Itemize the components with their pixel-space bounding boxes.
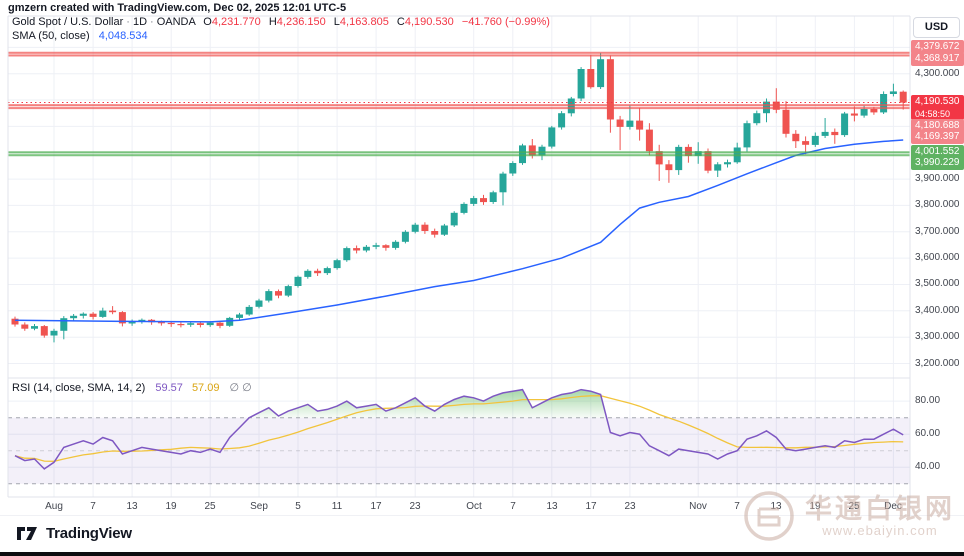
ohlc-high: H4,236.150 [268,16,326,28]
price-axis-badge: 3,990.229 [911,156,964,170]
time-tick-label: Nov [689,501,707,512]
time-tick-label: 23 [409,501,421,512]
tradingview-brand[interactable]: TradingView [46,525,132,542]
legend-separator-1: · [126,16,130,28]
price-axis-badge: 4,169.397 [911,130,964,144]
time-tick-label: Dec [884,501,902,512]
price-tick-label: 3,800.000 [915,199,960,210]
symbol-name[interactable]: Gold Spot / U.S. Dollar [12,16,124,28]
symbol-legend[interactable]: Gold Spot / U.S. Dollar · 1D · OANDA O4,231.… [12,16,550,28]
time-tick-label: 7 [510,501,516,512]
price-tick-label: 3,900.000 [915,173,960,184]
time-tick-label: 19 [809,501,821,512]
rsi-ma-value: 57.09 [191,382,220,394]
interval-label[interactable]: 1D [132,16,148,28]
snapshot-attribution: gmzern created with TradingView.com, Dec… [8,2,347,14]
time-tick-label: 7 [90,501,96,512]
price-axis-badge: 4,368.917 [911,52,964,66]
time-tick-label: Aug [45,501,63,512]
rsi-bands-values: ∅ ∅ [229,382,252,394]
countdown-timer: 04:58:50 [915,109,951,119]
bottom-black-strip [0,552,964,556]
price-tick-label: 3,600.000 [915,252,960,263]
exchange-label[interactable]: OANDA [156,16,196,28]
price-axis-badge: 4,001.552 [911,145,964,159]
price-axis-badge: 4,190.530 04:58:50 [911,95,964,120]
price-axis-badge: 4,180.688 [911,119,964,133]
rsi-label: RSI (14, close, SMA, 14, 2) [12,382,146,394]
price-axis-badge: 4,379.672 [911,40,964,54]
time-tick-label: 17 [585,501,597,512]
sma-label: SMA (50, close) [12,30,90,42]
price-tick-label: 3,500.000 [915,278,960,289]
price-tick-label: 4,300.000 [915,68,960,79]
legend-separator-2: · [150,16,154,28]
ohlc-close: C4,190.530 [396,16,454,28]
sma-value: 4,048.534 [98,30,148,42]
time-tick-label: 13 [126,501,138,512]
price-tick-label: 3,400.000 [915,305,960,316]
time-tick-label: 25 [848,501,860,512]
time-tick-label: 23 [624,501,636,512]
time-tick-label: 13 [770,501,782,512]
rsi-tick-label: 60.00 [915,428,941,439]
time-tick-label: Oct [466,501,482,512]
time-tick-label: 25 [204,501,216,512]
time-tick-label: 11 [331,501,343,512]
price-tick-label: 3,300.000 [915,331,960,342]
ohlc-low: L4,163.805 [333,16,389,28]
time-tick-label: 17 [370,501,382,512]
sma50-line [14,139,904,323]
time-tick-label: 7 [734,501,740,512]
price-tick-label: 3,700.000 [915,226,960,237]
time-tick-label: 13 [546,501,558,512]
rsi-ma-line [14,395,904,462]
currency-toggle-button[interactable]: USD [913,17,960,38]
candles-layer [11,52,907,343]
rsi-value: 59.57 [155,382,183,394]
footer-bar: TradingView [0,516,964,552]
rsi-legend[interactable]: RSI (14, close, SMA, 14, 2) 59.57 57.09 … [12,381,252,394]
rsi-tick-label: 80.00 [915,395,941,406]
tradingview-logo-icon[interactable] [16,525,39,542]
price-tick-label: 3,200.000 [915,358,960,369]
ohlc-open: O4,231.770 [203,16,261,28]
rsi-line [14,388,904,470]
change-value: −41.760 (−0.99%) [461,16,550,28]
time-tick-label: Sep [250,501,268,512]
sma-legend[interactable]: SMA (50, close) 4,048.534 [12,30,148,42]
rsi-tick-label: 40.00 [915,461,941,472]
time-tick-label: 5 [295,501,301,512]
time-tick-label: 19 [165,501,177,512]
